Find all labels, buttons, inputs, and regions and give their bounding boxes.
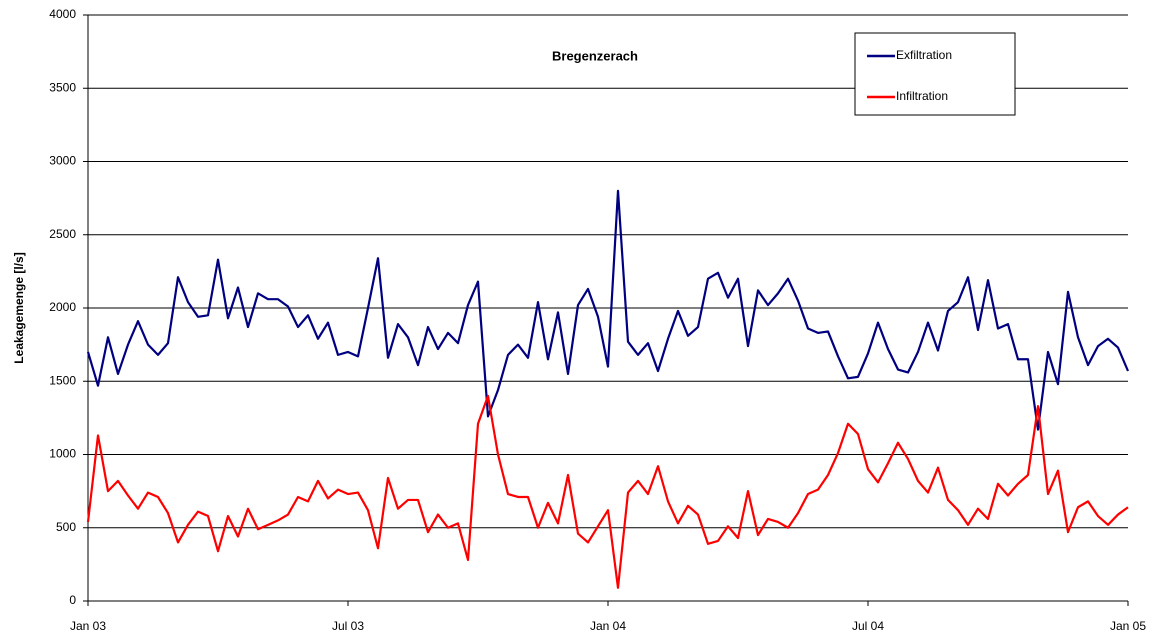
y-tick-label: 0 — [69, 593, 76, 607]
y-tick-label: 3000 — [49, 154, 76, 168]
y-tick-label: 3500 — [49, 80, 76, 94]
chart-title: Bregenzerach — [552, 48, 638, 63]
x-tick-label: Jan 03 — [70, 619, 106, 633]
y-tick-label: 2000 — [49, 300, 76, 314]
line-series — [86, 394, 1129, 589]
x-tick-label: Jul 03 — [332, 619, 364, 633]
y-tick-label: 4000 — [49, 7, 76, 21]
legend-label: Infiltration — [896, 89, 948, 103]
line-series — [86, 189, 1130, 431]
y-tick-label: 1000 — [49, 447, 76, 461]
y-tick-label: 2500 — [49, 227, 76, 241]
y-tick-label: 1500 — [49, 373, 76, 387]
x-tick-label: Jan 04 — [590, 619, 626, 633]
legend-label: Exfiltration — [896, 48, 952, 62]
y-tick-label: 500 — [56, 520, 76, 534]
x-tick-label: Jan 05 — [1110, 619, 1146, 633]
y-axis-label: Leakagemenge [l/s] — [12, 252, 26, 363]
legend-box — [854, 32, 1016, 116]
x-tick-label: Jul 04 — [852, 619, 884, 633]
